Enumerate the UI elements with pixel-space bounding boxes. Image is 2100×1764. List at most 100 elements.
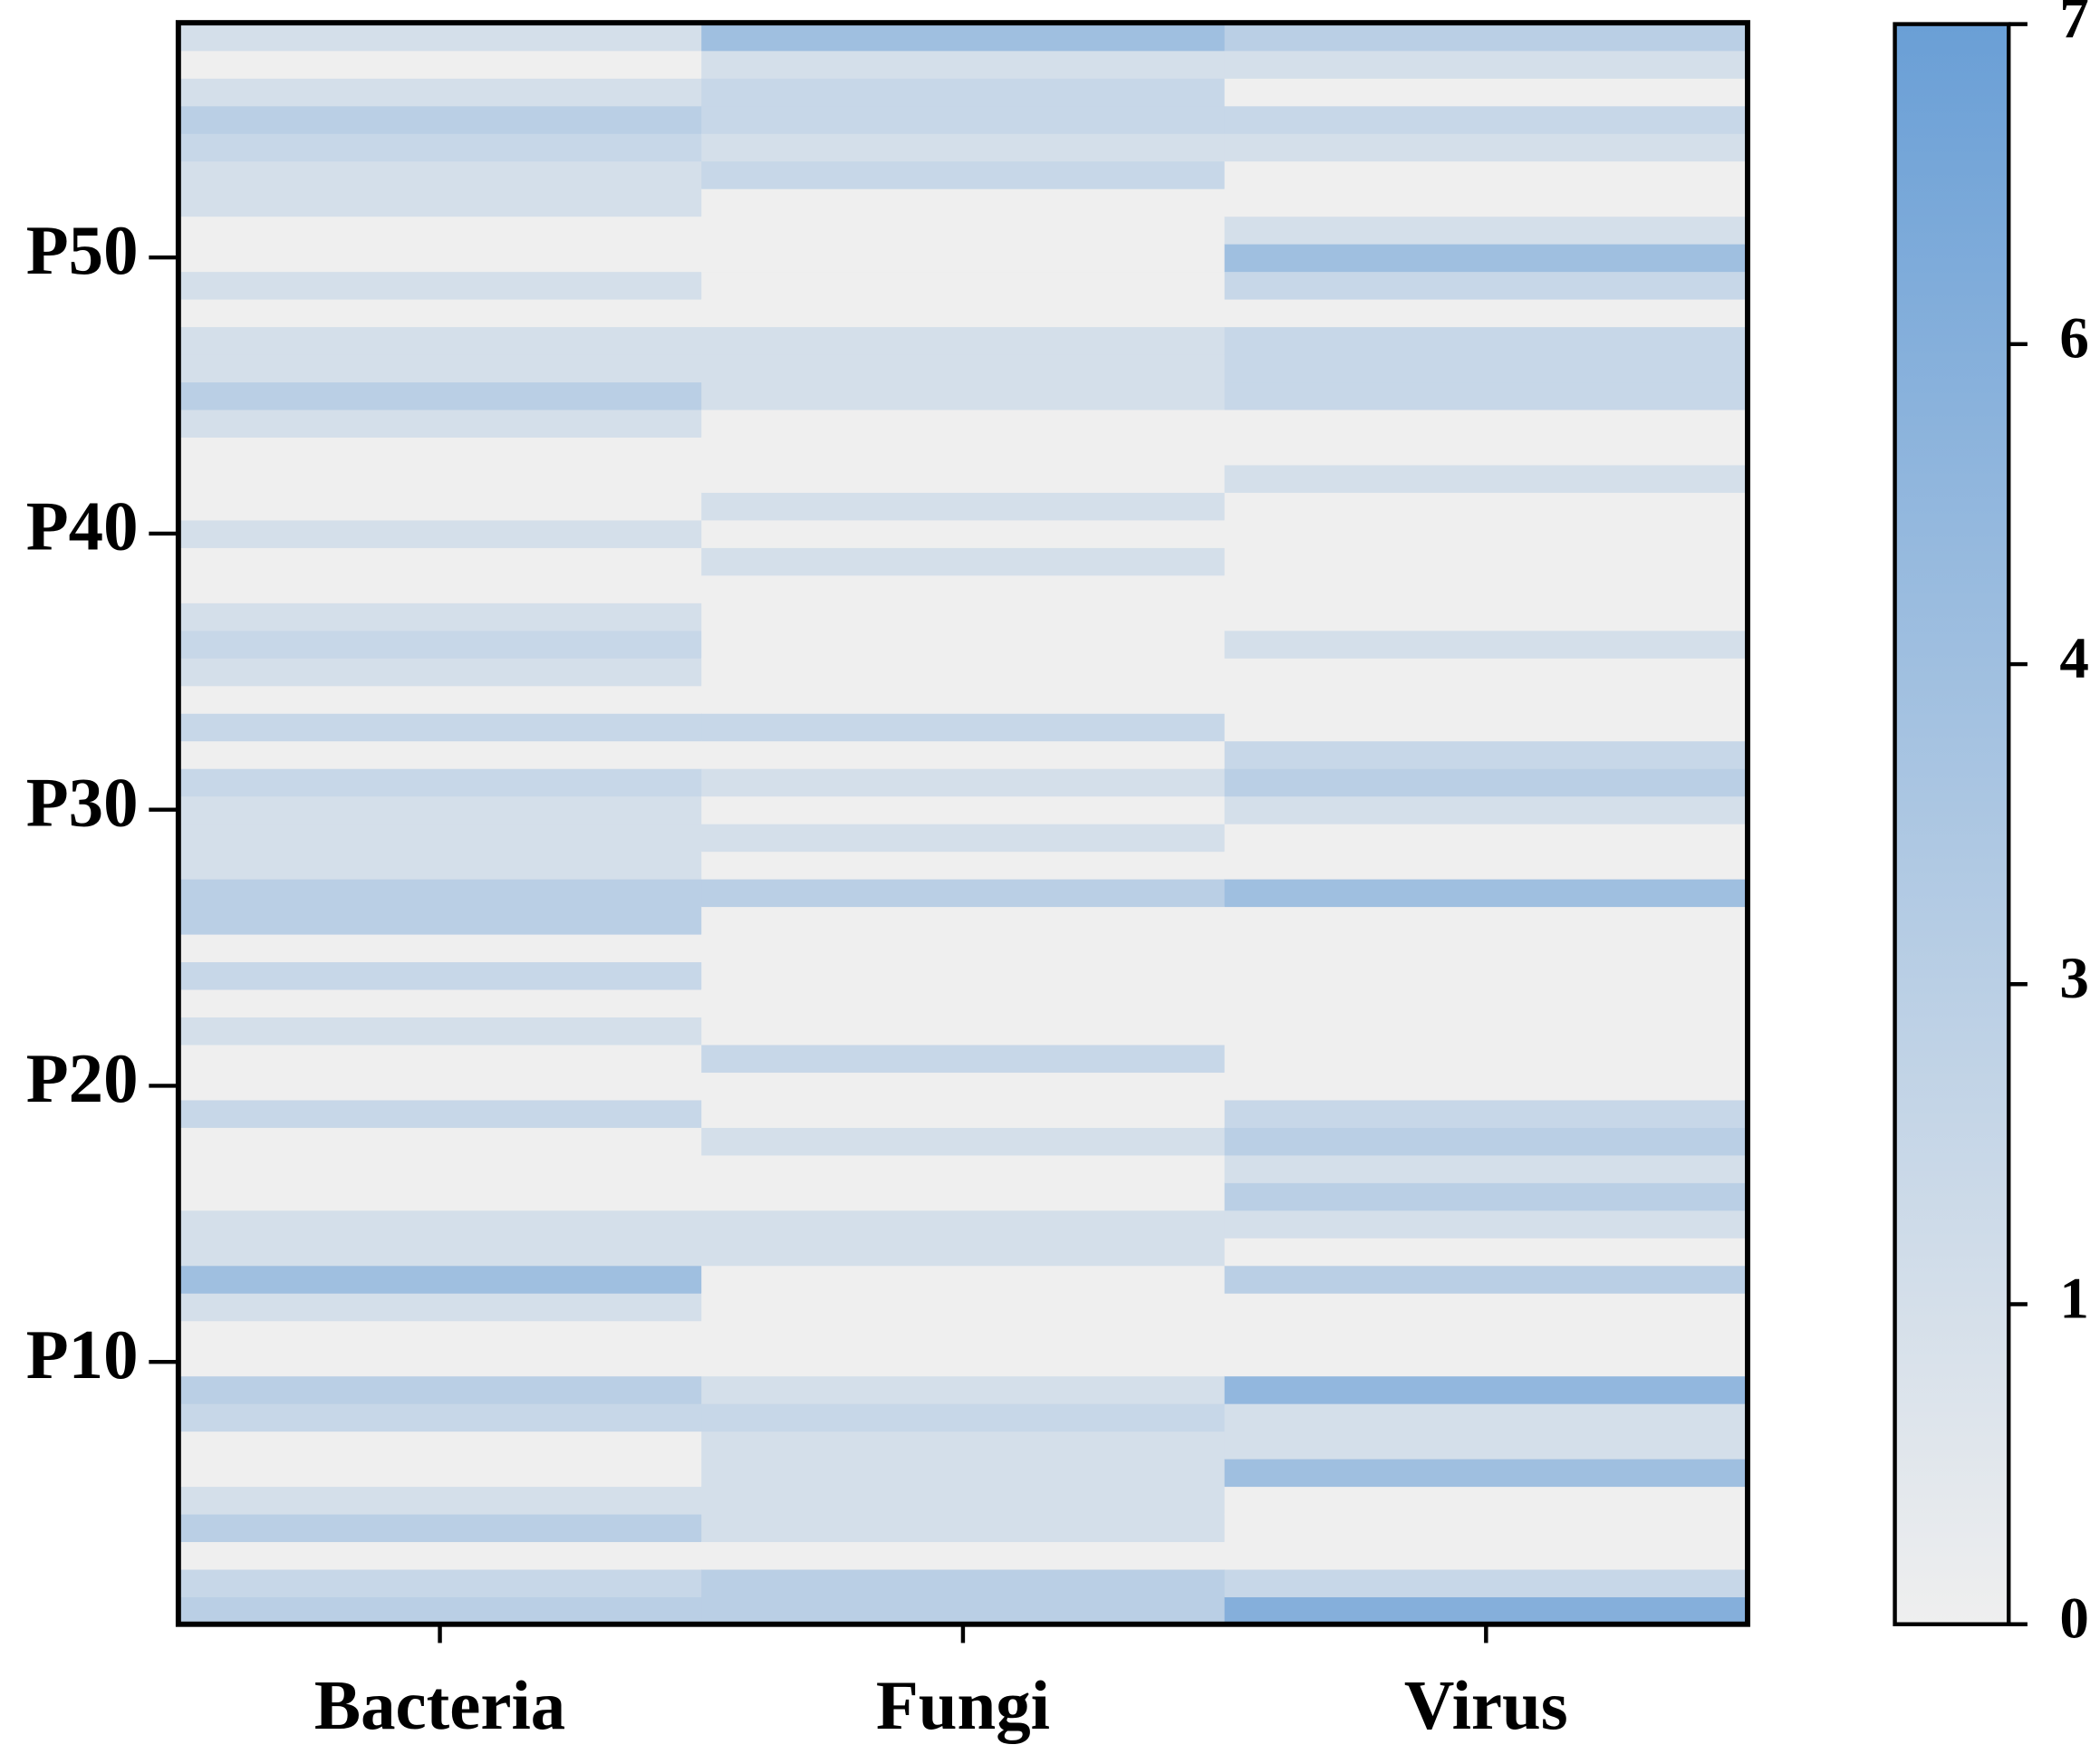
x-tick-label: Bacteria [314,1667,565,1744]
heatmap-cell [1224,574,1748,603]
heatmap-cell [178,1431,702,1460]
heatmap-cell [1224,1541,1748,1570]
heatmap-cell [701,630,1226,659]
heatmap-cell [701,767,1226,797]
heatmap-cell [701,1182,1226,1211]
heatmap-cell [178,492,702,521]
heatmap-cell [1224,492,1748,521]
heatmap-cell [178,851,702,880]
heatmap-cell [1224,547,1748,576]
heatmap-cell [178,933,702,963]
heatmap-cell [178,988,702,1017]
heatmap-cell [178,630,702,659]
heatmap-cell [178,1099,702,1128]
heatmap-cell [1224,685,1748,714]
heatmap-cell [1224,630,1748,659]
heatmap-cell [1224,519,1748,548]
colorbar-tick-label: 3 [2059,946,2089,1011]
heatmap-cell [178,1182,702,1211]
heatmap-cell [1224,326,1748,355]
heatmap-cell [1224,1513,1748,1543]
heatmap-cell [1224,713,1748,742]
heatmap-cell [1224,1238,1748,1267]
heatmap-cell [1224,740,1748,769]
heatmap-cell [701,105,1226,134]
heatmap-cell [178,1210,702,1239]
heatmap-cell [178,353,702,383]
heatmap-cell [701,216,1226,245]
colorbar-tick-label: 6 [2059,306,2089,371]
colorbar-tick-label: 0 [2059,1586,2089,1652]
heatmap-cell [701,243,1226,273]
heatmap-cell [1224,906,1748,935]
heatmap-cell [701,1347,1226,1377]
heatmap-cell [701,1293,1226,1322]
colorbar-tick-label: 7 [2059,0,2089,52]
heatmap-cell [701,823,1226,853]
heatmap-cell [701,685,1226,714]
x-tick-label: Fungi [876,1667,1050,1744]
heatmap-cell [178,713,702,742]
heatmap-cell [178,602,702,631]
heatmap-cell [178,1044,702,1073]
heatmap-cell [701,23,1226,52]
heatmap-cell [701,988,1226,1017]
heatmap-cell [178,271,702,300]
heatmap-cell [178,1403,702,1432]
heatmap-cell [1224,133,1748,162]
heatmap-cell [701,519,1226,548]
heatmap-cell [1224,409,1748,439]
heatmap-cell [1224,1182,1748,1211]
heatmap-cell [701,78,1226,107]
heatmap-cell [178,795,702,824]
heatmap-cell [178,1513,702,1543]
heatmap-cell [701,795,1226,824]
heatmap-cell [701,1486,1226,1515]
heatmap-cell [1224,271,1748,300]
heatmap-cell [178,78,702,107]
heatmap-cell [178,767,702,797]
heatmap-cell [701,326,1226,355]
heatmap-cell [701,658,1226,687]
heatmap-cell [178,326,702,355]
heatmap-cell [701,961,1226,990]
heatmap-cell [1224,1127,1748,1156]
heatmap-cell [1224,1210,1748,1239]
heatmap-cell [178,23,702,52]
heatmap-cell [701,1127,1226,1156]
heatmap-cell [1224,823,1748,853]
heatmap-cell [1224,1265,1748,1294]
heatmap-cell [178,658,702,687]
heatmap-cell [178,1568,702,1597]
y-tick-label: P20 [26,1040,139,1117]
heatmap-cell [178,1154,702,1183]
heatmap-cell [1224,1044,1748,1073]
heatmap-cell [178,823,702,853]
heatmap-cell [701,1568,1226,1597]
heatmap-cell [701,1210,1226,1239]
heatmap-cell [1224,381,1748,410]
heatmap-cell [178,1072,702,1101]
heatmap-cell [178,464,702,493]
heatmap-cell [701,409,1226,439]
heatmap-cell [701,602,1226,631]
heatmap-cell [178,437,702,466]
heatmap-cell [1224,988,1748,1017]
heatmap-cell [1224,878,1748,908]
heatmap-cell [701,50,1226,79]
x-tick-label: Virus [1404,1667,1568,1744]
heatmap-cell [178,216,702,245]
heatmap-cell [1224,795,1748,824]
heatmap-cell [178,243,702,273]
heatmap-cell [178,1458,702,1488]
heatmap-cell [701,1541,1226,1570]
plot-frame [175,20,1750,1627]
heatmap-cell [178,133,702,162]
heatmap-cell [1224,78,1748,107]
heatmap-cell [1224,216,1748,245]
heatmap-cell [701,1320,1226,1349]
y-tick-label: P10 [26,1316,139,1393]
heatmap-cell [1224,602,1748,631]
